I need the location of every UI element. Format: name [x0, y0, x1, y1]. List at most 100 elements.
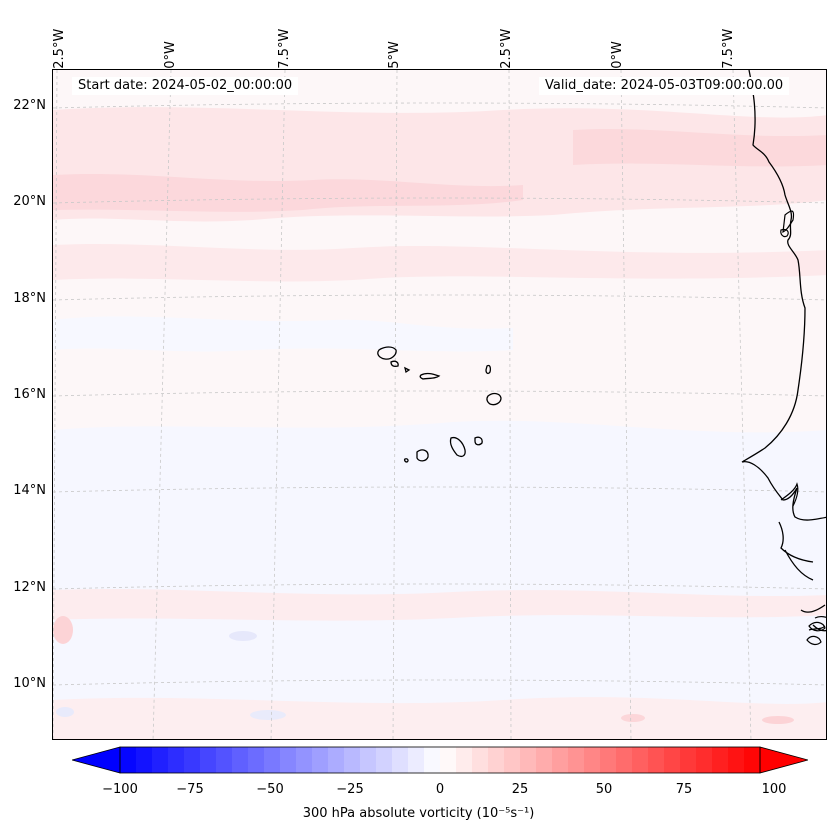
- gridline-lon-25w: [392, 70, 398, 739]
- lat-label-12n: 12°N: [13, 580, 46, 595]
- colorbar-tick-minus-50: −50: [256, 782, 284, 797]
- field-positive-blob-2: [762, 716, 794, 724]
- gridline-lat-12n: [53, 583, 826, 590]
- colorbar-segment: [264, 747, 281, 773]
- lat-label-14n: 14°N: [13, 483, 46, 498]
- coastline-africa: [741, 70, 826, 632]
- colorbar-segment: [376, 747, 393, 773]
- colorbar-tick-minus-100: −100: [102, 782, 138, 797]
- field-positive-blob-1: [53, 616, 73, 644]
- gridline-lat-22n: [53, 102, 826, 109]
- island-sal: [485, 364, 492, 375]
- colorbar: [70, 746, 810, 774]
- colorbar-segment: [360, 747, 377, 773]
- colorbar-segment: [232, 747, 249, 773]
- island-sao-vicente: [390, 360, 399, 368]
- island-fogo: [416, 449, 429, 462]
- island-santa-luzia: [404, 366, 411, 374]
- gridline-lon-17-5w: [732, 70, 752, 739]
- colorbar-segment: [216, 747, 233, 773]
- colorbar-segments: [120, 747, 761, 773]
- colorbar-segment: [296, 747, 313, 773]
- coastline-bijagos-3: [808, 615, 826, 631]
- field-negative-patch: [53, 316, 513, 352]
- lat-label-18n: 18°N: [13, 291, 46, 306]
- gridline-lat-20n: [53, 197, 826, 204]
- coastline-bijagos-2: [806, 635, 822, 646]
- gridline-lon-30w: [152, 70, 172, 739]
- colorbar-tick-100: 100: [761, 782, 787, 797]
- colorbar-tick-minus-25: −25: [336, 782, 364, 797]
- coastline-mauritania-bay: [782, 210, 795, 234]
- gridline-lon-22-5w: [508, 70, 512, 739]
- island-brava: [403, 458, 409, 463]
- field-positive-blob-3: [621, 714, 645, 722]
- coastline-arguin: [780, 228, 789, 238]
- colorbar-segment: [600, 747, 617, 773]
- colorbar-tick-75: 75: [675, 782, 693, 797]
- colorbar-segment: [312, 747, 329, 773]
- start-date-label: Start date: 2024-05-02_00:00:00: [72, 77, 299, 95]
- colorbar-segment: [200, 747, 217, 773]
- colorbar-tick-25: 25: [511, 782, 529, 797]
- island-boa-vista: [486, 392, 502, 406]
- coastline-gambia-river: [780, 482, 799, 507]
- colorbar-segment: [520, 747, 537, 773]
- colorbar-segment: [456, 747, 473, 773]
- colorbar-tick-0: 0: [435, 782, 445, 797]
- colorbar-segment: [344, 747, 361, 773]
- colorbar-segment: [472, 747, 489, 773]
- colorbar-segment: [584, 747, 601, 773]
- gridline-lat-18n: [53, 294, 826, 301]
- colorbar-label: 300 hPa absolute vorticity (10⁻⁵s⁻¹): [302, 806, 535, 821]
- colorbar-segment: [184, 747, 201, 773]
- island-sao-nicolau: [419, 372, 441, 380]
- lat-label-16n: 16°N: [13, 387, 46, 402]
- field-positive-band-core: [53, 173, 523, 212]
- gridline-lat-16n: [53, 390, 826, 397]
- colorbar-segment: [712, 747, 729, 773]
- field-positive-band-south: [53, 588, 826, 621]
- gridline-lon-27-5w: [270, 70, 286, 739]
- colorbar-segment: [616, 747, 633, 773]
- colorbar-segment: [136, 747, 153, 773]
- field-negative-blob-1: [229, 631, 257, 641]
- colorbar-outline: [119, 746, 761, 774]
- colorbar-segment: [328, 747, 345, 773]
- colorbar-segment: [568, 747, 585, 773]
- colorbar-segment: [488, 747, 505, 773]
- colorbar-segment: [744, 747, 761, 773]
- colorbar-segment: [248, 747, 265, 773]
- colorbar-segment: [280, 747, 297, 773]
- lat-label-20n: 20°N: [13, 194, 46, 209]
- gridlines: [53, 70, 826, 739]
- valid-date-label: Valid_date: 2024-05-03T09:00:00.00: [539, 77, 790, 95]
- colorbar-segment: [632, 747, 649, 773]
- gridline-lon-20w: [620, 70, 632, 739]
- colorbar-segment: [536, 747, 553, 773]
- lat-label-10n: 10°N: [13, 676, 46, 691]
- gridline-lat-10n: [53, 679, 826, 686]
- colorbar-extend-low: [70, 746, 121, 774]
- colorbar-segment: [664, 747, 681, 773]
- colorbar-segment: [680, 747, 697, 773]
- colorbar-segment: [504, 747, 521, 773]
- colorbar-segment: [120, 747, 137, 773]
- field-positive-band-east: [573, 129, 826, 167]
- lat-label-22n: 22°N: [13, 98, 46, 113]
- map-panel: [52, 69, 827, 740]
- colorbar-segment: [696, 747, 713, 773]
- gridline-lon-32-5w: [53, 70, 58, 739]
- colorbar-segment: [552, 747, 569, 773]
- colorbar-segment: [168, 747, 185, 773]
- gridline-lat-14n: [53, 486, 826, 493]
- island-santo-antao: [377, 346, 397, 360]
- vorticity-map: [53, 70, 826, 739]
- colorbar-svg: [70, 746, 810, 774]
- field-positive-band-bottom: [53, 697, 826, 739]
- colorbar-segment: [424, 747, 441, 773]
- island-maio: [474, 436, 483, 446]
- field-positive-band-mid: [53, 243, 826, 282]
- colorbar-segment: [728, 747, 745, 773]
- colorbar-segment: [440, 747, 457, 773]
